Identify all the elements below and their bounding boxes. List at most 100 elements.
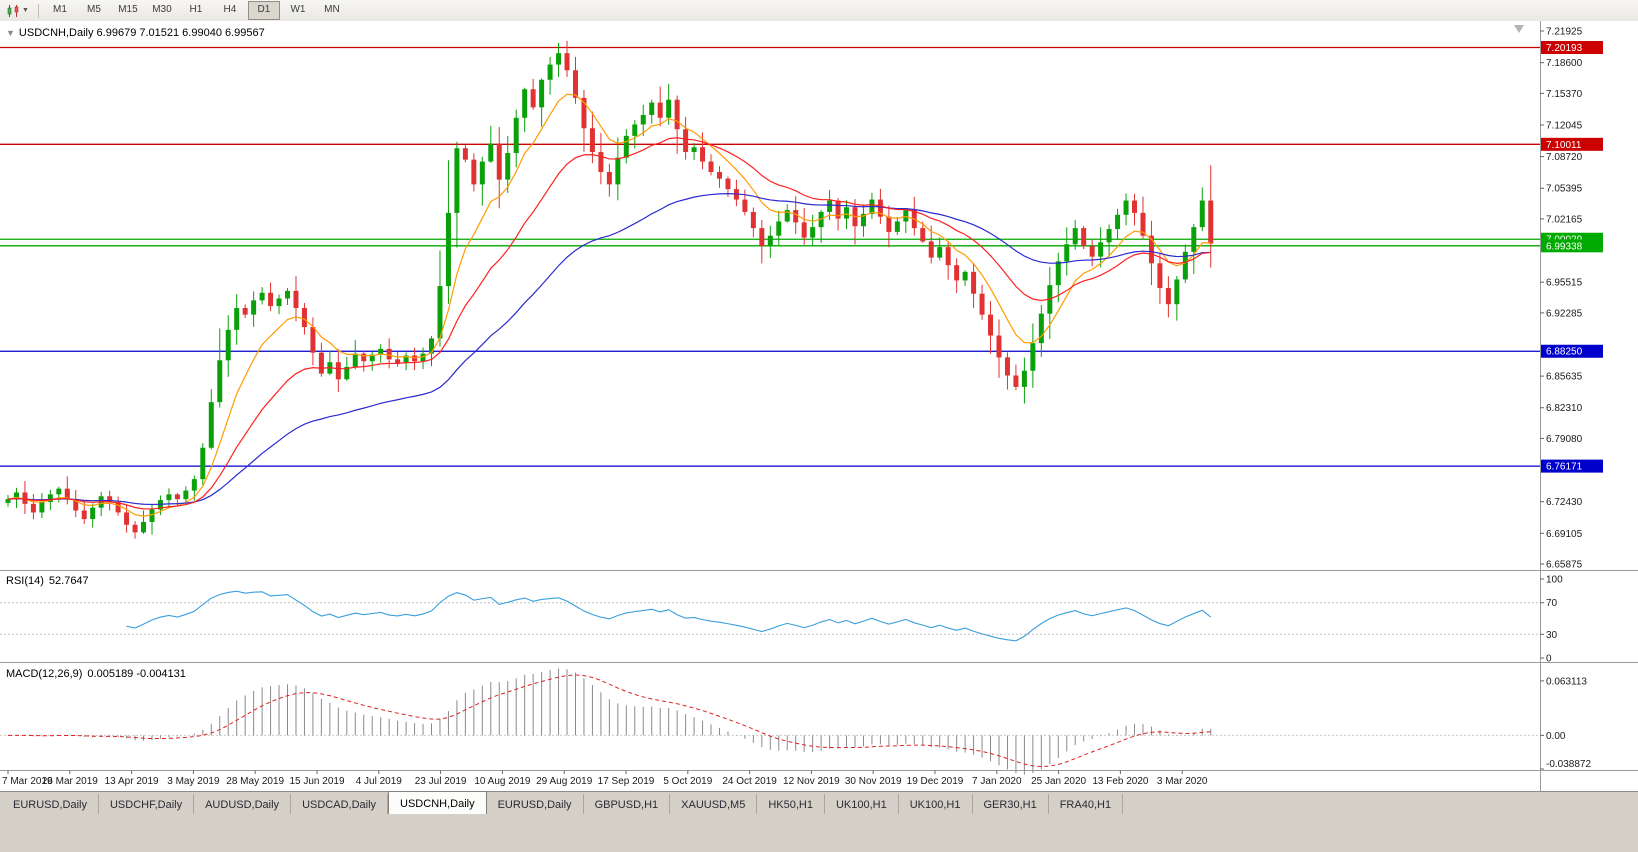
candle-body xyxy=(30,503,36,513)
candle-body xyxy=(107,496,113,502)
chart-tab-gbpusd-h1[interactable]: GBPUSD,H1 xyxy=(584,794,671,814)
chart-type-button[interactable]: ▼ xyxy=(3,3,32,19)
candle-body xyxy=(556,53,562,65)
candle-body xyxy=(335,362,341,380)
chart-tab-ger30-h1[interactable]: GER30,H1 xyxy=(973,794,1049,814)
chart-tab-fra40-h1[interactable]: FRA40,H1 xyxy=(1049,794,1124,814)
timeframe-button-mn[interactable]: MN xyxy=(324,4,340,15)
h-line-badge-text: 6.88250 xyxy=(1546,347,1583,358)
candle-body xyxy=(462,148,468,160)
horizontal-lines: 7.201937.100117.000296.993386.882506.761… xyxy=(0,41,1603,473)
candle-body xyxy=(598,152,604,173)
chart-tab-bar: EURUSD,Daily USDCHF,Daily AUDUSD,Daily USDC… xyxy=(0,791,1638,814)
candle-body xyxy=(39,501,45,513)
candle-body xyxy=(615,157,621,185)
chart-tab-audusd-daily[interactable]: AUDUSD,Daily xyxy=(194,794,292,814)
candle-body xyxy=(937,247,943,258)
candle-body xyxy=(1089,246,1095,257)
candle-body xyxy=(657,102,663,118)
candle-body xyxy=(1021,370,1027,387)
candle-body xyxy=(81,510,87,520)
candle-body xyxy=(268,292,274,307)
time-tick-label: 25 Jan 2020 xyxy=(1031,776,1086,787)
macd-indicator-value: 0.005189 -0.004131 xyxy=(87,668,186,680)
candlestick-series xyxy=(5,40,1214,539)
price-axis[interactable]: 7.21925 7.18600 7.15370 7.12045 7.08720 7.053… xyxy=(1540,27,1591,770)
collapse-arrow-icon[interactable]: ▼ xyxy=(6,28,15,38)
candle-body xyxy=(1106,229,1112,243)
chart-shift-marker-icon[interactable] xyxy=(1514,25,1524,33)
rsi-indicator-value: 52.7647 xyxy=(48,575,89,587)
axis-tick-label: 0 xyxy=(1546,654,1552,665)
candle-body xyxy=(877,199,883,217)
time-tick-label: 19 Dec 2019 xyxy=(907,776,964,787)
time-tick-label: 23 Jul 2019 xyxy=(415,776,467,787)
time-tick-label: 13 Feb 2020 xyxy=(1092,776,1149,787)
timeframe-button-m30[interactable]: M30 xyxy=(152,4,172,15)
timeframe-button-d1[interactable]: D1 xyxy=(247,1,280,20)
chart-tab-uk100-h1[interactable]: UK100,H1 xyxy=(825,794,899,814)
chart-tab-eurusd-daily[interactable]: EURUSD,Daily xyxy=(2,794,99,814)
axis-tick-label: 7.08720 xyxy=(1546,152,1583,163)
chart-window[interactable]: 7.201937.100117.000296.993386.882506.761… xyxy=(0,21,1638,791)
h-line-badge xyxy=(1541,41,1603,55)
time-tick-label: 17 Sep 2019 xyxy=(598,776,655,787)
chart-tab-hk50-h1[interactable]: HK50,H1 xyxy=(757,794,825,814)
candle-body xyxy=(1030,343,1036,371)
toolbar-separator xyxy=(37,3,39,18)
candle-body xyxy=(759,228,765,247)
candle-body xyxy=(810,227,816,238)
axis-tick-label: 30 xyxy=(1546,630,1558,641)
timeframe-button-m5[interactable]: M5 xyxy=(86,4,101,15)
candle-body xyxy=(513,117,519,153)
candle-body xyxy=(225,329,231,361)
candle-body xyxy=(496,143,502,180)
candle-body xyxy=(691,147,697,153)
candle-body xyxy=(962,271,968,281)
axis-tick-label: 0.00 xyxy=(1546,731,1566,742)
chart-tab-usdcad-daily[interactable]: USDCAD,Daily xyxy=(291,794,389,814)
candle-body xyxy=(318,352,324,374)
chart-title: ▼ USDCNH,Daily 6.99679 7.01521 6.99040 6.… xyxy=(6,27,265,39)
candle-body xyxy=(716,172,722,179)
axis-tick-label: 6.72430 xyxy=(1546,497,1583,508)
candle-body xyxy=(1157,263,1163,289)
rsi-line xyxy=(126,590,1212,642)
h-line-badge xyxy=(1541,459,1603,473)
candle-body xyxy=(149,509,155,522)
candle-body xyxy=(251,300,257,315)
timeframe-button-h4[interactable]: H4 xyxy=(223,4,237,15)
candle-body xyxy=(606,172,612,185)
axis-tick-label: 0.063113 xyxy=(1546,676,1587,687)
candle-body xyxy=(369,354,375,362)
timeframe-button-m1[interactable]: M1 xyxy=(52,4,67,15)
candle-body xyxy=(479,161,485,185)
candle-body xyxy=(200,447,206,480)
timeframe-button-w1[interactable]: W1 xyxy=(290,4,306,15)
candle-body xyxy=(1132,200,1138,213)
axis-tick-label: 7.15370 xyxy=(1546,89,1583,100)
chart-tab-usdchf-daily[interactable]: USDCHF,Daily xyxy=(99,794,195,814)
candle-body xyxy=(725,178,731,190)
candle-body xyxy=(860,213,866,227)
chart-tab-xauusd-m5[interactable]: XAUUSD,M5 xyxy=(670,794,758,814)
timeframe-button-h1[interactable]: H1 xyxy=(189,4,203,15)
time-tick-label: 26 Mar 2019 xyxy=(42,776,99,787)
candle-body xyxy=(793,210,799,223)
time-tick-label: 15 Jun 2019 xyxy=(289,776,344,787)
candle-body xyxy=(1115,214,1121,230)
chart-tab-uk100-h1[interactable]: UK100,H1 xyxy=(899,794,973,814)
candle-body xyxy=(13,492,19,500)
chart-tab-eurusd-daily[interactable]: EURUSD,Daily xyxy=(487,794,584,814)
chart-symbol-period: USDCNH,Daily xyxy=(18,27,94,39)
candle-body xyxy=(572,70,578,98)
candle-body xyxy=(920,228,926,242)
time-tick-label: 7 Mar 2019 xyxy=(2,776,53,787)
candle-body xyxy=(386,348,392,360)
timeframe-button-m15[interactable]: M15 xyxy=(118,4,138,15)
chart-tab-usdcnh-daily[interactable]: USDCNH,Daily xyxy=(388,791,487,814)
candle-body xyxy=(742,199,748,212)
candle-body xyxy=(1165,288,1171,305)
